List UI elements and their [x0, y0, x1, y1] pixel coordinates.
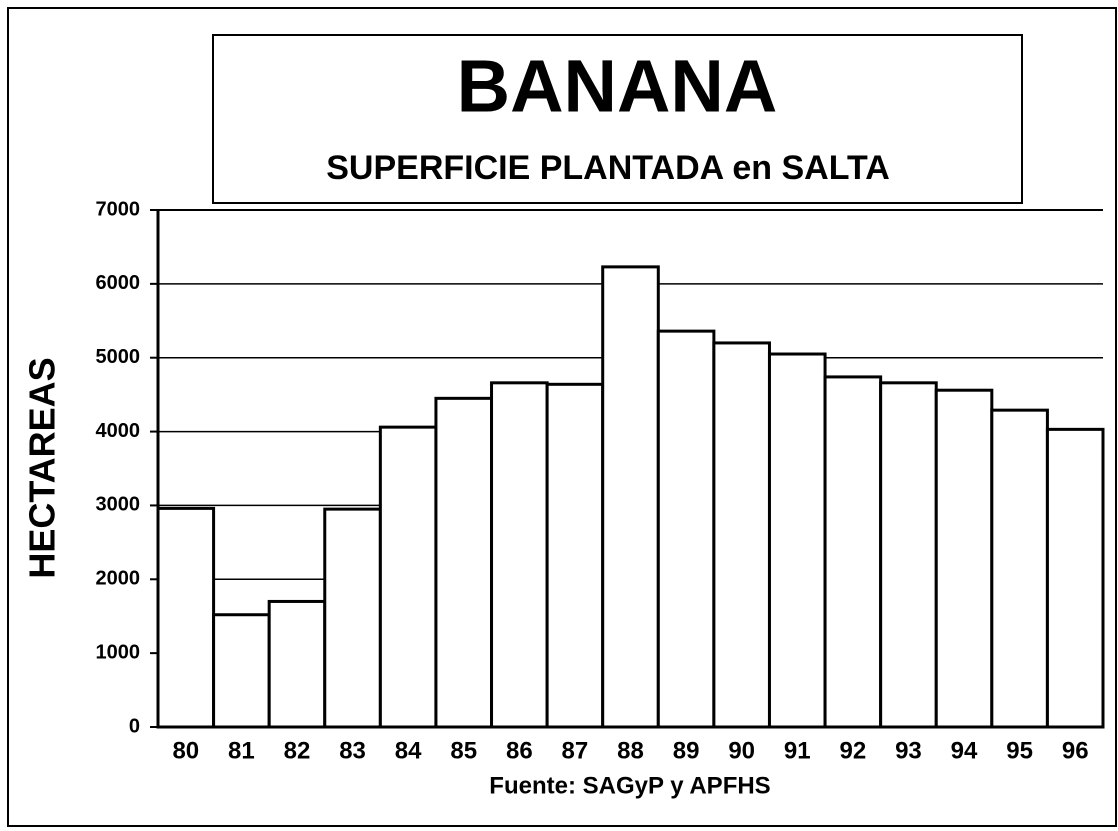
- x-tick-label: 82: [284, 737, 311, 764]
- x-tick-label: 94: [951, 737, 978, 764]
- x-tick-label: 95: [1006, 737, 1033, 764]
- x-tick-label: 88: [617, 737, 644, 764]
- y-tick-label: 5000: [96, 346, 141, 368]
- bar: [212, 613, 271, 729]
- y-tick-label: 0: [129, 715, 140, 737]
- bar: [934, 388, 994, 729]
- y-tick-label: 7000: [96, 198, 141, 220]
- x-tick-label: 96: [1062, 737, 1089, 764]
- x-tick-label: 93: [895, 737, 922, 764]
- y-axis-label: HECTAREAS: [22, 357, 63, 578]
- bar: [490, 381, 549, 729]
- y-tick-label: 4000: [96, 420, 141, 442]
- x-tick-label: 81: [228, 737, 255, 764]
- bar: [879, 381, 938, 729]
- title-box: [212, 34, 1023, 204]
- x-tick-label: 80: [172, 737, 199, 764]
- bar: [823, 375, 883, 729]
- bar: [323, 507, 382, 729]
- x-axis-label: Fuente: SAGyP y APFHS: [489, 772, 770, 799]
- x-tick-label: 86: [506, 737, 533, 764]
- y-tick-label: 3000: [96, 494, 141, 516]
- bar: [545, 382, 605, 729]
- plot-area: 0 1000 2000 3000 4000 5000 6000 7000 80 81 82 83 84 8…: [96, 198, 1105, 764]
- x-tick-label: 87: [562, 737, 589, 764]
- x-tick-label: 89: [673, 737, 700, 764]
- y-tick-label: 6000: [96, 272, 141, 294]
- y-tick-label: 1000: [96, 641, 141, 663]
- x-tick-label: 85: [450, 737, 477, 764]
- x-tick-label: 90: [728, 737, 755, 764]
- chart-title: BANANA: [457, 45, 778, 128]
- x-tick-label: 84: [395, 737, 422, 764]
- bar: [601, 265, 660, 729]
- bar: [156, 506, 216, 729]
- y-tick-label: 2000: [96, 568, 141, 590]
- bar: [712, 341, 771, 729]
- bar: [378, 425, 438, 729]
- bar: [990, 408, 1049, 729]
- outer-frame: [7, 7, 1117, 827]
- bar: [767, 352, 827, 729]
- x-tick-label: 83: [339, 737, 366, 764]
- x-tick-label: 92: [840, 737, 867, 764]
- chart-subtitle: SUPERFICIE PLANTADA en SALTA: [326, 149, 890, 187]
- bar: [1045, 427, 1105, 729]
- bar: [434, 396, 494, 729]
- x-tick-label: 91: [784, 737, 811, 764]
- bar: [267, 599, 327, 729]
- bar: [656, 329, 716, 729]
